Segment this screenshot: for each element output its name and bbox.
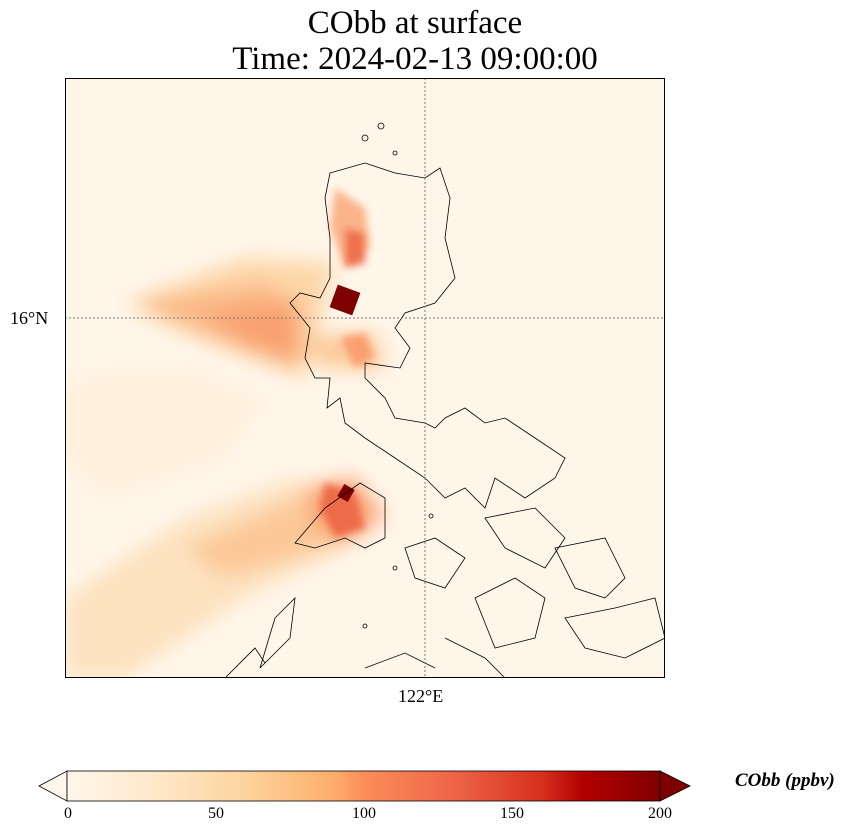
map-plot: [65, 78, 665, 678]
colorbar-extend-min: [38, 770, 68, 802]
colorbar-tick: 0: [64, 805, 72, 822]
plot-title: CObb at surface: [307, 5, 523, 41]
coastlines: [224, 122, 665, 678]
colorbar-tick: 50: [208, 805, 224, 822]
lat-tick-label: 16°N: [10, 308, 49, 328]
colorbar: [38, 770, 691, 802]
colorbar-extend-max: [659, 770, 691, 802]
plot-time: Time: 2024-02-13 09:00:00: [232, 41, 598, 77]
cobb-hotspots: [320, 188, 375, 538]
hotspot-max-north: [329, 284, 361, 316]
colorbar-tick: 150: [500, 805, 524, 822]
colorbar-tick: 200: [648, 805, 672, 822]
lon-tick-label: 122°E: [398, 686, 444, 706]
colorbar-tick: 100: [352, 805, 376, 822]
colorbar-label: CObb (ppbv): [735, 770, 835, 791]
